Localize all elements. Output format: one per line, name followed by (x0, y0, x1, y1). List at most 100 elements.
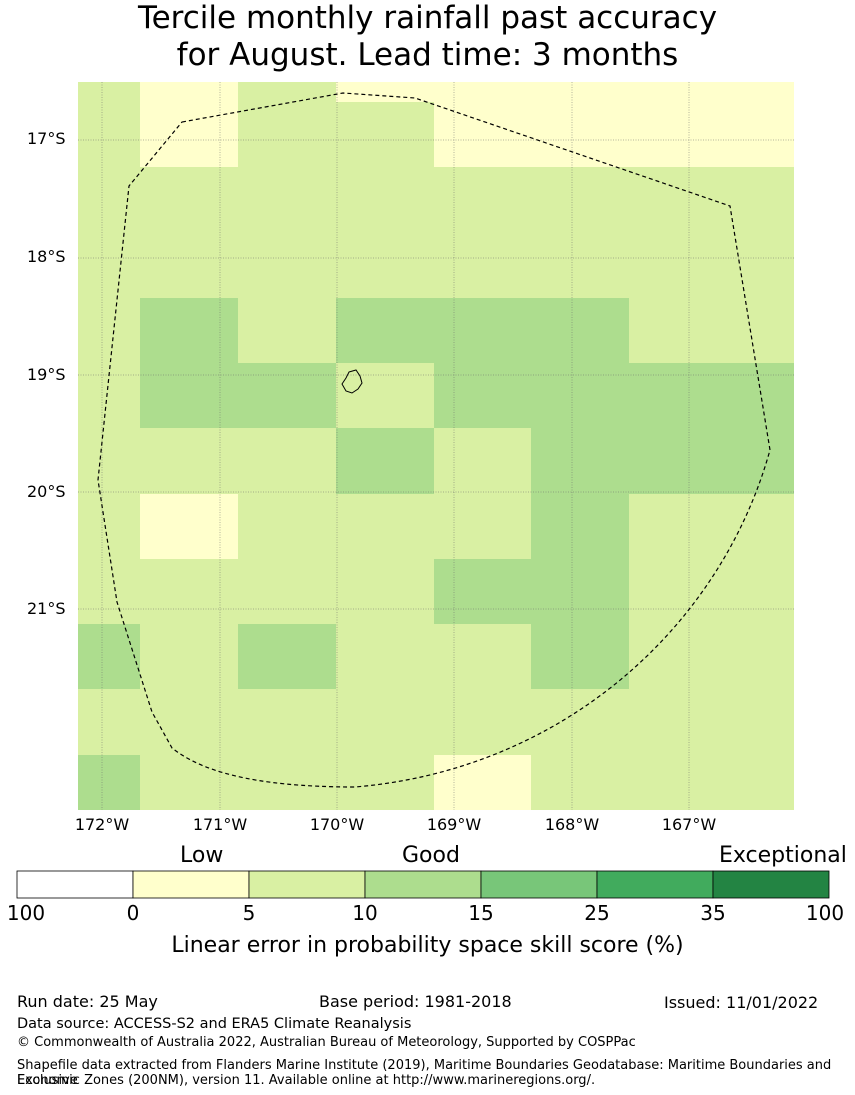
grid-cell (336, 363, 434, 428)
grid-cell (78, 559, 140, 624)
legend-tick-label: 15 (468, 901, 494, 925)
lat-label: 18°S (27, 247, 66, 266)
grid-cell (336, 298, 434, 363)
grid-cell (336, 494, 434, 559)
grid-cell (238, 559, 336, 624)
graticule (78, 82, 794, 810)
grid-cell (78, 624, 140, 689)
grid-cell (629, 363, 794, 428)
grid-cell (434, 689, 531, 755)
grid-cell (336, 428, 434, 494)
grid-cell (531, 559, 629, 624)
legend-category-low: Low (180, 843, 224, 868)
copyright: © Commonwealth of Australia 2022, Austra… (17, 1035, 636, 1050)
grid-cell (336, 689, 434, 755)
grid-cell (238, 233, 336, 298)
lon-label: 168°W (544, 815, 600, 834)
grid-cell (629, 624, 794, 689)
grid-cell (336, 233, 434, 298)
grid-cell (140, 298, 238, 363)
grid-cell (78, 82, 140, 102)
grid-cell (140, 82, 238, 102)
grid-cell (434, 298, 531, 363)
legend-swatch (132, 870, 250, 899)
grid-cell (531, 624, 629, 689)
shapefile-credit-line-1: Shapefile data extracted from Flanders M… (17, 1058, 832, 1088)
lat-label: 19°S (27, 365, 66, 384)
grid-cell (531, 233, 629, 298)
grid-cell (434, 755, 531, 810)
grid-cell (140, 689, 238, 755)
grid-cell (434, 82, 531, 102)
run-date: Run date: 25 May (17, 992, 158, 1011)
grid-cell (238, 755, 336, 810)
legend-tick-label: 100 (6, 901, 46, 925)
legend-swatch (364, 870, 482, 899)
eez-boundary (97, 92, 771, 788)
grid-cell (238, 494, 336, 559)
lon-label: 167°W (661, 815, 717, 834)
lon-label: 171°W (192, 815, 248, 834)
grid-cell (629, 82, 794, 102)
grid-cell (238, 102, 336, 167)
grid-cell (78, 167, 140, 233)
grid-cell (531, 298, 629, 363)
skill-grid (78, 82, 794, 810)
legend-title: Linear error in probability space skill … (171, 933, 684, 958)
grid-cell (629, 755, 794, 810)
grid-cell (140, 428, 238, 494)
grid-cell (238, 363, 336, 428)
legend-tick-label: 0 (126, 901, 140, 925)
lon-label: 172°W (74, 815, 130, 834)
grid-cell (531, 494, 629, 559)
lat-label: 21°S (27, 599, 66, 618)
grid-cell (140, 559, 238, 624)
grid-cell (336, 755, 434, 810)
legend-swatch (248, 870, 366, 899)
niue-island-outline (341, 369, 363, 394)
grid-cell (629, 298, 794, 363)
grid-cell (336, 82, 434, 102)
lon-label: 170°W (309, 815, 365, 834)
legend-category-good: Good (402, 843, 460, 868)
grid-cell (336, 167, 434, 233)
grid-cell (531, 102, 629, 167)
grid-cell (629, 233, 794, 298)
issued-date: Issued: 11/01/2022 (664, 993, 819, 1012)
grid-cell (140, 233, 238, 298)
grid-cell (434, 233, 531, 298)
grid-cell (140, 624, 238, 689)
grid-cell (78, 689, 140, 755)
grid-cell (531, 755, 629, 810)
grid-cell (531, 82, 629, 102)
legend-swatch (480, 870, 598, 899)
grid-cell (140, 102, 238, 167)
grid-cell (238, 624, 336, 689)
chart-title: Tercile monthly rainfall past accuracy f… (0, 0, 855, 74)
grid-cell (629, 494, 794, 559)
grid-cell (336, 559, 434, 624)
grid-cell (434, 559, 531, 624)
grid-cell (238, 82, 336, 102)
grid-cell (238, 298, 336, 363)
grid-cell (629, 559, 794, 624)
grid-cell (434, 363, 531, 428)
legend-category-exceptional: Exceptional (719, 843, 847, 868)
legend-tick-label: 5 (242, 901, 256, 925)
grid-cell (531, 363, 629, 428)
grid-cell (78, 233, 140, 298)
grid-cell (336, 624, 434, 689)
grid-cell (531, 689, 629, 755)
grid-cell (238, 428, 336, 494)
legend-swatch (596, 870, 714, 899)
data-source: Data source: ACCESS-S2 and ERA5 Climate … (17, 1016, 412, 1032)
legend-tick-label: 100 (805, 901, 845, 925)
grid-cell (336, 102, 434, 167)
grid-cell (78, 102, 140, 167)
grid-cell (629, 428, 794, 494)
grid-cell (140, 363, 238, 428)
grid-cell (140, 494, 238, 559)
title-line-1: Tercile monthly rainfall past accuracy (137, 0, 718, 36)
grid-cell (629, 102, 794, 167)
